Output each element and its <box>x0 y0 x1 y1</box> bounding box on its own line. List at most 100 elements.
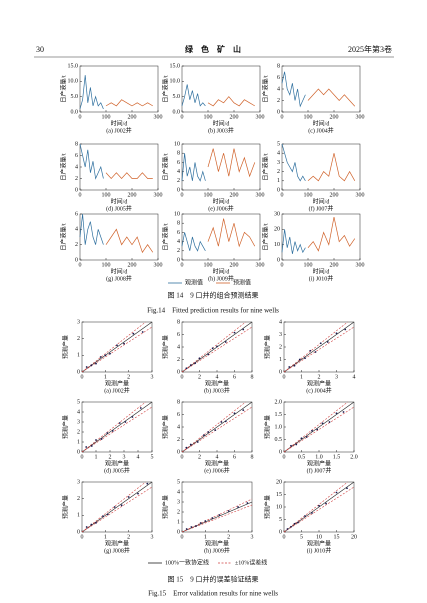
x-tick-label: 0 <box>281 192 284 198</box>
scatter-point <box>204 520 207 522</box>
scatter-point <box>316 428 319 431</box>
y-tick-label: 2 <box>177 509 180 515</box>
y-tick-label: 0.0 <box>71 109 79 115</box>
y-tick-label: 5.0 <box>71 94 79 100</box>
y-axis-label: 预测产量 <box>61 335 69 359</box>
x-tick-label: 0 <box>181 114 184 120</box>
y-tick-label: 4 <box>279 319 282 325</box>
panel-caption: (f) J007井 <box>307 466 332 474</box>
scatter-point <box>146 482 149 485</box>
x-tick-label: 300 <box>154 192 163 198</box>
reference-line <box>283 481 355 533</box>
y-tick-label: 6 <box>177 160 180 166</box>
reference-line <box>81 321 153 373</box>
y-tick-label: 2 <box>77 336 80 342</box>
y-tick-label: 0 <box>75 257 78 263</box>
y-axis-label: 日产液量/t <box>161 153 169 181</box>
x-tick-label: 5 <box>151 454 154 460</box>
plot-frame <box>181 65 261 113</box>
x-tick-label: 3 <box>151 534 154 540</box>
reference-line <box>81 406 153 453</box>
scatter-point <box>319 342 322 345</box>
scatter-point <box>116 344 118 347</box>
plot-frame <box>281 65 361 113</box>
scatter-point <box>300 437 303 440</box>
x-tick-label: 2 <box>127 534 130 540</box>
scatter-point <box>216 345 218 348</box>
reference-line <box>283 401 348 453</box>
scatter-point <box>95 521 97 524</box>
x-tick-label: 0 <box>79 114 82 120</box>
y-tick-label: 10 <box>276 504 282 510</box>
series-line <box>207 218 256 248</box>
x-tick-label: 4 <box>137 454 140 460</box>
scatter-point <box>233 412 236 415</box>
y-tick-label: 3 <box>77 479 80 485</box>
y-axis-label: 预测产量 <box>161 335 169 359</box>
y-tick-label: 2 <box>277 98 280 104</box>
x-axis-label: 时间/d <box>111 119 128 127</box>
issue: 2025年第3卷 <box>348 44 392 54</box>
y-tick-label: 0 <box>177 187 180 193</box>
scatter-point <box>293 522 296 525</box>
panel-caption: (g) J008井 <box>104 546 130 554</box>
x-tick-label: 300 <box>154 114 163 120</box>
x-axis-label: 时间/d <box>313 197 330 205</box>
x-tick-label: 1.0 <box>315 454 323 460</box>
x-tick-label: 100 <box>102 192 111 198</box>
y-tick-label: 0 <box>279 369 282 375</box>
x-axis-label: 观测产量 <box>205 539 229 547</box>
scatter-point <box>342 411 345 413</box>
y-tick-label: 4 <box>177 424 180 430</box>
x-tick-label: 4 <box>353 374 356 380</box>
series-line <box>207 96 255 107</box>
scatter-point <box>224 420 227 423</box>
figure-caption-en: Fig.14 Fitted prediction results for nin… <box>147 307 279 315</box>
scatter-point <box>311 429 313 432</box>
x-tick-label: 8 <box>251 374 254 380</box>
x-axis-label: 观测产量 <box>307 459 331 467</box>
x-tick-label: 2 <box>227 534 230 540</box>
scatter-point <box>113 506 116 508</box>
y-tick-label: 0 <box>177 449 180 455</box>
y-tick-label: 5 <box>77 399 80 405</box>
y-tick-label: 2 <box>77 429 80 435</box>
plot-frame <box>281 143 361 191</box>
y-tick-label: 0 <box>75 187 78 193</box>
scatter-point <box>288 366 291 368</box>
y-tick-label: 20 <box>274 227 280 233</box>
series-line <box>105 228 154 254</box>
legend-label: ±10%误差线 <box>235 558 267 566</box>
y-tick-label: 4 <box>177 169 180 175</box>
x-tick-label: 2 <box>198 454 201 460</box>
y-tick-label: 2 <box>77 496 80 502</box>
plot-frame <box>81 401 153 453</box>
panel-caption: (b) J003井 <box>204 386 230 394</box>
y-axis-label: 预测产量 <box>161 415 169 439</box>
x-axis-label: 时间/d <box>213 197 230 205</box>
y-tick-label: 2 <box>177 248 180 254</box>
scatter-point <box>311 512 313 514</box>
x-tick-label: 300 <box>356 192 365 198</box>
y-tick-label: 2 <box>277 169 280 175</box>
x-tick-label: 300 <box>256 192 265 198</box>
panel-caption: (i) J010井 <box>307 546 332 554</box>
scatter-point <box>106 513 109 516</box>
scatter-point <box>127 496 130 498</box>
x-axis-label: 时间/d <box>213 119 230 127</box>
series-line <box>79 75 104 110</box>
scatter-point <box>185 446 188 449</box>
scatter-point <box>100 438 103 440</box>
scatter-point <box>85 526 88 528</box>
x-tick-label: 20 <box>351 534 357 540</box>
y-axis-label: 日产液量/t <box>59 153 67 181</box>
scatter-point <box>90 364 93 367</box>
panel-caption: (c) J004井 <box>306 386 332 394</box>
scatter-point <box>218 514 221 516</box>
x-tick-label: 200 <box>330 192 339 198</box>
scatter-point <box>314 351 317 353</box>
x-axis-label: 时间/d <box>313 267 330 275</box>
y-tick-label: 2 <box>75 176 78 182</box>
y-axis-label: 日产液量/t <box>59 223 67 251</box>
x-tick-label: 2 <box>109 454 112 460</box>
